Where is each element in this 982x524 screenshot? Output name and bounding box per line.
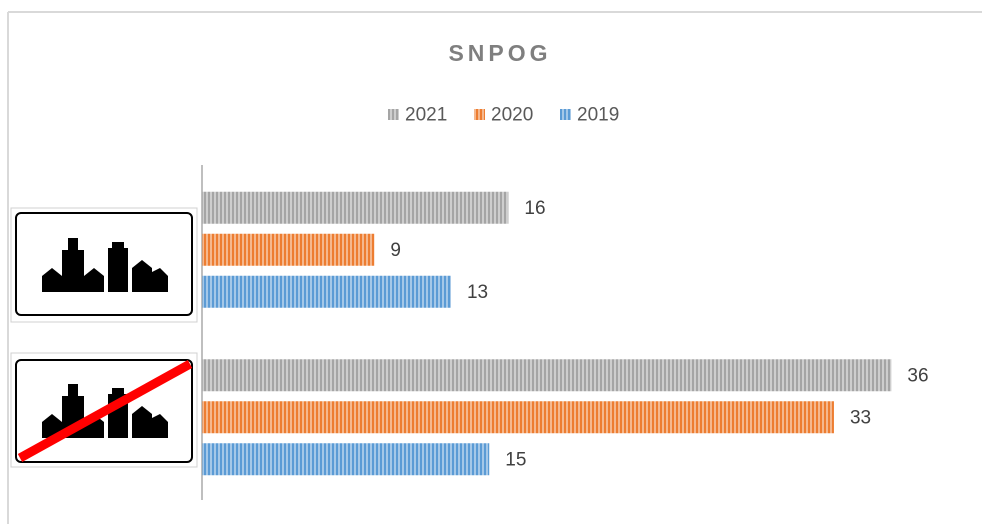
legend-label: 2021: [405, 105, 447, 126]
bar: [202, 359, 892, 392]
category-icon: [10, 207, 198, 323]
cross-out: [17, 360, 193, 462]
skyline: [42, 238, 168, 292]
legend-swatch: [474, 109, 485, 120]
chart-title: SNPOG: [448, 40, 551, 66]
legend-swatch: [388, 109, 399, 120]
data-label: 33: [850, 407, 871, 428]
bar: [202, 401, 834, 434]
bar: [202, 275, 451, 308]
town-sign: [15, 212, 193, 316]
bar: [202, 233, 375, 266]
legend-label: 2019: [577, 105, 619, 126]
data-label: 16: [524, 198, 545, 219]
bar: [202, 443, 490, 476]
category-icon: [10, 352, 198, 468]
legend-label: 2020: [491, 105, 533, 126]
data-label: 36: [907, 365, 928, 386]
data-label: 13: [467, 282, 488, 303]
bar: [202, 191, 509, 224]
data-label: 9: [390, 240, 401, 261]
legend-swatch: [560, 109, 571, 120]
data-label: 15: [505, 449, 526, 470]
